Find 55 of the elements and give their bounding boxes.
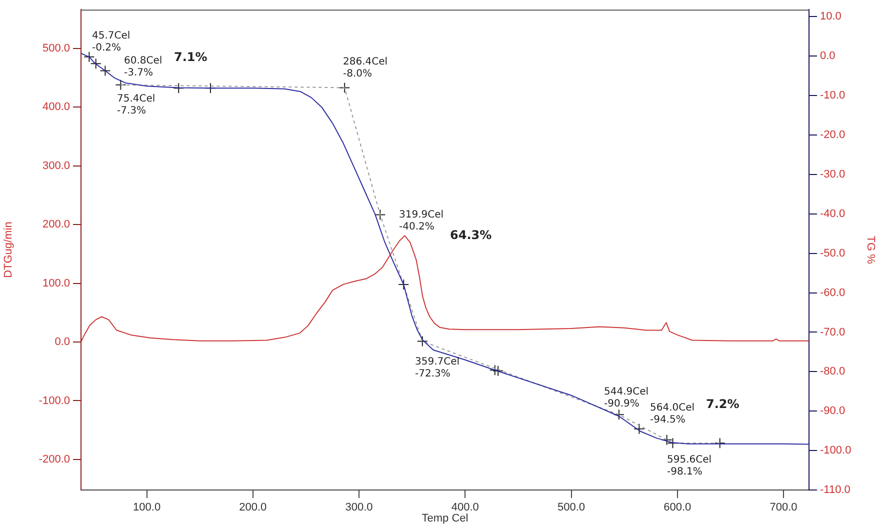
y-tick-label: 200.0 (42, 218, 70, 231)
point (115, 79, 126, 90)
y2-tick-label: -80.0 (820, 366, 846, 378)
annotation: 64.3% (450, 228, 492, 242)
point (374, 209, 386, 220)
x-tick-label: 600.0 (664, 502, 692, 514)
y-axis-title: DTGug/min (2, 222, 15, 278)
annotation: 7.1% (174, 50, 208, 64)
x-tick-label: 100.0 (133, 502, 161, 514)
point (416, 336, 428, 347)
y2-tick-label: -110.0 (820, 484, 850, 496)
annotation: 45.7Cel -0.2% (92, 30, 130, 54)
y-tick-label: -100.0 (38, 394, 70, 407)
point (100, 65, 111, 76)
y2-tick-label: -90.0 (820, 405, 846, 418)
x-axis-title: Temp Cel (422, 512, 468, 524)
y-tick-label: -200.0 (38, 453, 70, 466)
point (714, 438, 726, 449)
y-tick-label: 0.0 (54, 336, 70, 348)
y-tick-label: 300.0 (42, 160, 70, 172)
point (398, 279, 410, 290)
annotation: 7.2% (706, 397, 740, 412)
y2-tick-label: -30.0 (820, 168, 846, 180)
x-tick-label: 500.0 (558, 502, 586, 514)
point (339, 82, 350, 94)
annotation: 564.0Cel -94.5% (650, 402, 695, 426)
y-tick-label: 500.0 (42, 42, 70, 54)
point (492, 365, 504, 376)
annotation: 319.9Cel -40.2% (399, 210, 444, 233)
y2-tick-label: -50.0 (820, 247, 846, 260)
annotation: 75.4Cel -7.3% (117, 94, 156, 117)
annotation: 544.9Cel -90.9% (604, 386, 649, 410)
point (613, 409, 624, 420)
y2-tick-label: -70.0 (820, 326, 846, 338)
annotation: 359.7Cel -72.3% (415, 356, 460, 380)
y-tick-label: 400.0 (42, 101, 70, 114)
x-tick-label: 400.0 (451, 502, 479, 514)
x-tick-label: 700.0 (770, 502, 798, 514)
point (634, 423, 645, 434)
y2-tick-label: 10.0 (820, 10, 842, 23)
annotation: 60.8Cel -3.7% (124, 56, 162, 79)
x-tick-label: 300.0 (345, 502, 373, 514)
annotation: 595.6Cel -98.1% (667, 454, 712, 478)
y2-tick-label: -20.0 (820, 129, 846, 142)
annotation: 286.4Cel -8.0% (343, 56, 388, 80)
y-tick-label: 100.0 (42, 277, 70, 290)
y2-tick-label: -100.0 (820, 444, 852, 457)
y2-tick-label: -60.0 (820, 286, 846, 299)
y2-axis-title: TG % (864, 236, 876, 264)
point (173, 82, 184, 94)
x-tick-label: 200.0 (239, 502, 267, 514)
y2-tick-label: -10.0 (820, 90, 846, 102)
y2-tick-label: 0.0 (820, 50, 836, 62)
point (489, 364, 500, 376)
y2-tick-label: -40.0 (820, 208, 846, 220)
